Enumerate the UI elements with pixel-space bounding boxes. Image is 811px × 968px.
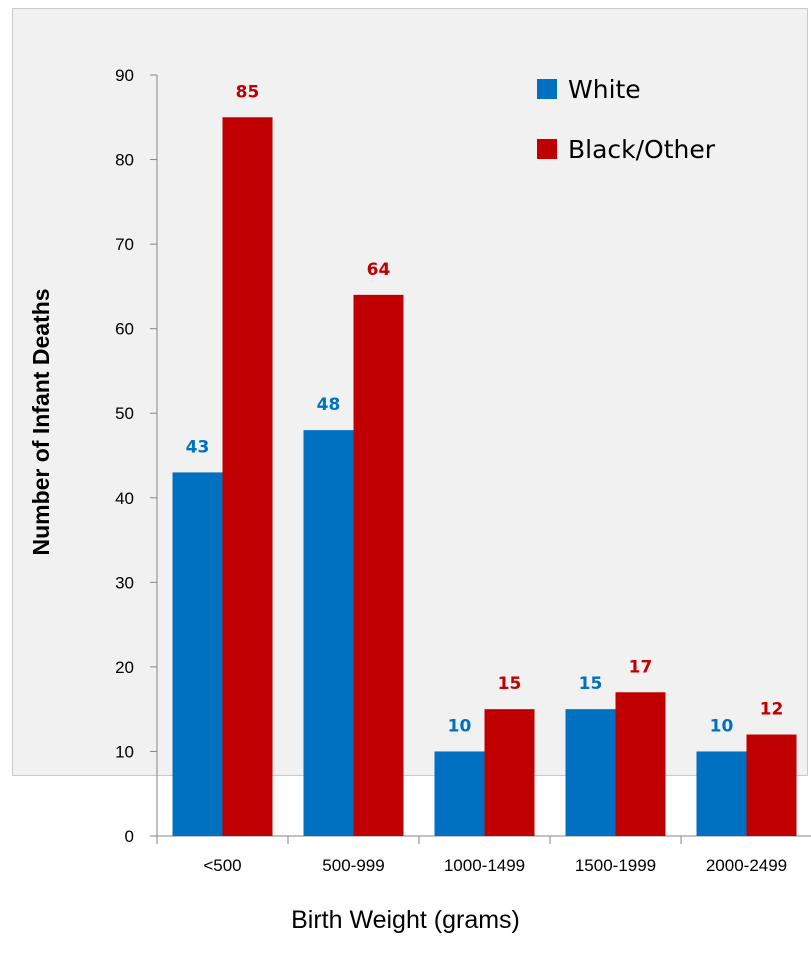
bars bbox=[172, 117, 797, 837]
legend-label: Black/Other bbox=[568, 135, 716, 164]
bar-white bbox=[565, 709, 616, 836]
chart-area bbox=[12, 8, 808, 776]
y-tick-label: 50 bbox=[115, 404, 134, 423]
y-tick-label: 10 bbox=[115, 742, 134, 761]
data-label: 15 bbox=[579, 674, 603, 694]
x-axis: <500 500-999 1000-1499 1500-1999 2000-2499 bbox=[156, 835, 811, 875]
data-label: 64 bbox=[367, 260, 391, 280]
data-label: 15 bbox=[498, 674, 522, 694]
bar-white bbox=[434, 751, 485, 836]
bar-white bbox=[172, 472, 223, 836]
x-tick-label: 1500-1999 bbox=[575, 856, 656, 875]
data-label: 48 bbox=[317, 395, 341, 415]
y-tick-label: 70 bbox=[115, 235, 134, 254]
bar-black-other bbox=[222, 117, 273, 837]
data-label: 17 bbox=[629, 657, 653, 677]
bar-white bbox=[303, 430, 354, 836]
bar-white bbox=[696, 751, 747, 836]
y-tick-label: 90 bbox=[115, 66, 134, 85]
bar-chart: 0 10 20 30 40 50 60 70 80 90 <500 500-999 1000-1499… bbox=[28, 66, 811, 875]
y-tick-label: 30 bbox=[115, 573, 134, 592]
legend-swatch bbox=[537, 79, 557, 99]
legend: White Black/Other bbox=[537, 75, 716, 164]
y-axis-title: Number of Infant Deaths bbox=[28, 288, 54, 555]
x-axis-title: Birth Weight (grams) bbox=[291, 906, 520, 934]
bar-black-other bbox=[484, 709, 535, 836]
legend-swatch bbox=[537, 139, 557, 159]
data-label: 85 bbox=[236, 82, 260, 102]
data-label: 10 bbox=[448, 716, 472, 736]
y-tick-label: 20 bbox=[115, 658, 134, 677]
y-tick-label: 80 bbox=[115, 151, 134, 170]
y-tick-label: 40 bbox=[115, 489, 134, 508]
y-axis: 0 10 20 30 40 50 60 70 80 90 bbox=[115, 66, 158, 846]
bar-black-other bbox=[353, 294, 404, 836]
data-labels: 43 85 48 64 10 15 15 17 10 12 bbox=[186, 82, 784, 736]
data-label: 43 bbox=[186, 437, 210, 457]
data-label: 12 bbox=[760, 700, 784, 720]
x-tick-label: 1000-1499 bbox=[444, 856, 525, 875]
y-tick-label: 0 bbox=[125, 827, 134, 846]
x-tick-label: <500 bbox=[203, 856, 241, 875]
data-label: 10 bbox=[710, 716, 734, 736]
x-tick-label: 2000-2499 bbox=[706, 856, 787, 875]
y-tick-label: 60 bbox=[115, 320, 134, 339]
legend-label: White bbox=[568, 75, 641, 104]
bar-black-other bbox=[746, 734, 797, 836]
bar-black-other bbox=[615, 692, 666, 836]
x-tick-label: 500-999 bbox=[322, 856, 384, 875]
